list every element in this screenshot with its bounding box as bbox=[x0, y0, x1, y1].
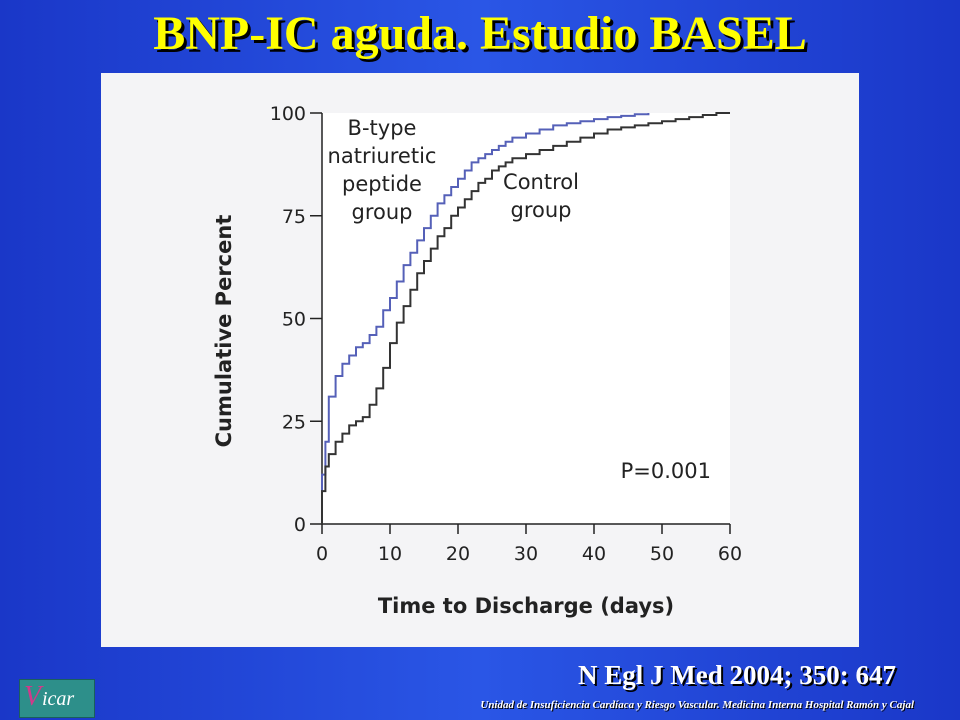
x-tick-label: 40 bbox=[582, 543, 606, 565]
x-tick-label: 10 bbox=[378, 543, 402, 565]
x-tick-label: 30 bbox=[514, 543, 538, 565]
bnp-label-line-4: group bbox=[352, 200, 413, 224]
x-tick-label: 60 bbox=[718, 543, 742, 565]
y-tick-label: 100 bbox=[270, 103, 306, 125]
control-label-line-2: group bbox=[511, 198, 572, 222]
slide-title: BNP-IC aguda. Estudio BASEL bbox=[153, 7, 807, 60]
control-series-label: Control group bbox=[503, 170, 579, 222]
x-tick-label: 20 bbox=[446, 543, 470, 565]
chart-labels: Time to Discharge (days) Cumulative Perc… bbox=[212, 116, 711, 618]
icar-logo: V icar bbox=[19, 679, 95, 718]
bnp-series-label: B-type natriuretic peptide group bbox=[328, 116, 437, 224]
citation: N Egl J Med 2004; 350: 647 bbox=[578, 660, 896, 690]
footer-note: Unidad de Insuficiencia Cardíaca y Riesg… bbox=[480, 699, 914, 711]
bnp-label-line-1: B-type bbox=[348, 116, 417, 140]
logo-mark: V bbox=[24, 681, 42, 712]
control-series-line bbox=[321, 112, 730, 524]
y-axis-title: Cumulative Percent bbox=[212, 215, 236, 448]
bnp-label-line-2: natriuretic bbox=[328, 144, 437, 168]
series-lines bbox=[321, 112, 730, 524]
plot-area bbox=[322, 113, 730, 524]
logo-text: icar bbox=[42, 688, 75, 710]
x-axis-title: Time to Discharge (days) bbox=[378, 594, 674, 618]
p-value-annotation: P=0.001 bbox=[621, 459, 711, 483]
x-tick-label: 0 bbox=[316, 543, 328, 565]
x-tick-label: 50 bbox=[650, 543, 674, 565]
y-tick-label: 50 bbox=[282, 309, 306, 331]
y-tick-label: 75 bbox=[282, 206, 306, 228]
bnp-series-line bbox=[321, 113, 650, 524]
y-tick-label: 25 bbox=[282, 411, 306, 433]
cumulative-discharge-chart: 0 25 50 75 100 0 10 20 30 40 50 60 Time to Discharg… bbox=[212, 103, 742, 618]
axes: 0 25 50 75 100 0 10 20 30 40 50 60 bbox=[270, 103, 742, 565]
y-tick-label: 0 bbox=[294, 514, 306, 536]
control-label-line-1: Control bbox=[503, 170, 579, 194]
chart-panel: 0 25 50 75 100 0 10 20 30 40 50 60 Time to Discharg… bbox=[101, 73, 859, 647]
bnp-label-line-3: peptide bbox=[342, 172, 422, 196]
